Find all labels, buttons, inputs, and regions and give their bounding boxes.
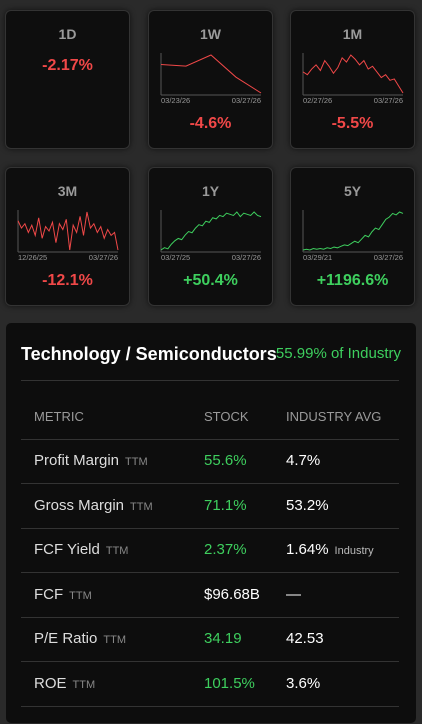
- industry-value: 53.2%: [286, 496, 329, 514]
- period-card: 1Y +50.4% 03/27/25 03/27/26: [148, 167, 273, 306]
- metric-name: P/E Ratio: [34, 630, 98, 648]
- column-header: METRIC: [34, 409, 84, 424]
- metric-period: TTM: [125, 456, 148, 468]
- start-date: 02/27/26: [303, 96, 332, 105]
- metric-name: FCF Yield: [34, 541, 100, 559]
- metric-period: TTM: [105, 545, 129, 558]
- stock-value: 34.19: [204, 630, 242, 648]
- metric-cell: Gross Margin TTM: [34, 497, 153, 514]
- metric-name: Profit Margin: [34, 452, 120, 469]
- industry-title: Technology / Semiconductors: [21, 344, 277, 364]
- start-date: 12/26/25: [18, 253, 47, 262]
- period-card: 1W -4.6% 03/23/26 03/27/26: [148, 10, 273, 149]
- metric-cell: ROE TTM: [34, 675, 95, 692]
- period-change: -2.17%: [42, 57, 93, 74]
- period-change: +50.4%: [183, 272, 238, 289]
- row-divider: [21, 661, 399, 663]
- stock-value: $96.68B: [204, 585, 260, 603]
- period-change: -5.5%: [331, 115, 374, 132]
- metric-period: TTM: [130, 500, 153, 513]
- price-line: [160, 211, 262, 251]
- period-change: +1196.6%: [316, 272, 389, 289]
- industry-panel: Technology / Semiconductors 55.99% of In…: [5, 322, 417, 724]
- end-date: 03/27/26: [89, 253, 118, 262]
- start-date: 03/29/21: [303, 253, 332, 262]
- period-card: 3M -12.1% 12/26/25 03/27/26: [5, 167, 130, 306]
- period-label: 1Y: [201, 183, 220, 199]
- stock-value: 101.5%: [204, 675, 255, 692]
- period-label: 3M: [57, 183, 78, 199]
- industry-value: 4.7%: [286, 452, 321, 469]
- industry-cell: —: [286, 586, 301, 603]
- sparkline: 12/26/25 03/27/26: [17, 210, 119, 262]
- column-header: INDUSTRY AVG: [286, 409, 382, 424]
- sparkline: 03/27/25 03/27/26: [160, 210, 262, 262]
- metric-name: ROE: [34, 675, 67, 692]
- period-label: 1D: [58, 26, 77, 42]
- period-card: 5Y +1196.6% 03/29/21 03/27/26: [290, 167, 415, 306]
- stock-value: 55.6%: [204, 452, 247, 469]
- divider: [21, 380, 399, 381]
- period-change: -4.6%: [189, 115, 232, 132]
- end-date: 03/27/26: [232, 96, 261, 105]
- period-change: -12.1%: [42, 272, 93, 289]
- row-divider: [21, 616, 399, 618]
- industry-note: Industry: [334, 545, 374, 558]
- start-date: 03/23/26: [161, 96, 190, 105]
- divider: [21, 439, 399, 440]
- sparkline: 03/29/21 03/27/26: [302, 210, 404, 262]
- column-header: STOCK: [204, 409, 249, 424]
- metric-period: TTM: [103, 634, 126, 647]
- metric-name: Gross Margin: [34, 496, 125, 514]
- stock-value: 71.1%: [204, 496, 247, 514]
- metric-name: FCF: [34, 585, 64, 603]
- industry-cell: 3.6%: [286, 675, 320, 692]
- price-line: [302, 54, 404, 94]
- industry-value: —: [286, 585, 301, 603]
- industry-cell: 42.53: [286, 630, 324, 647]
- industry-cell: 53.2%: [286, 497, 329, 514]
- industry-cell: 4.7%: [286, 452, 320, 469]
- price-line: [160, 54, 262, 94]
- metric-cell: Profit Margin TTM: [34, 452, 148, 469]
- metric-cell: P/E Ratio TTM: [34, 630, 126, 647]
- start-date: 03/27/25: [161, 253, 190, 262]
- sparkline: 02/27/26 03/27/26: [302, 53, 404, 105]
- period-label: 1M: [342, 26, 363, 42]
- industry-value: 42.53: [286, 630, 324, 648]
- stock-value: 2.37%: [204, 541, 247, 559]
- row-divider: [21, 706, 399, 707]
- row-divider: [21, 527, 399, 529]
- period-label: 1W: [200, 26, 221, 42]
- industry-value: 3.6%: [286, 675, 321, 692]
- row-divider: [21, 483, 399, 484]
- industry-value: 1.64%: [286, 541, 329, 559]
- row-divider: [21, 572, 399, 574]
- price-line: [302, 211, 404, 251]
- period-card: 1D -2.17%: [5, 10, 130, 149]
- metric-cell: FCF TTM: [34, 586, 92, 603]
- end-date: 03/27/26: [374, 96, 403, 105]
- screen: 1D -2.17% 1W -4.6% 03/23/26 03/27/26 1M -5.5% 02…: [5, 10, 417, 724]
- metric-period: TTM: [69, 589, 92, 602]
- sparkline: 03/23/26 03/27/26: [160, 53, 262, 105]
- end-date: 03/27/26: [232, 253, 261, 262]
- end-date: 03/27/26: [374, 253, 403, 262]
- industry-cell: 1.64% Industry: [286, 541, 374, 558]
- price-line: [17, 211, 119, 251]
- period-card: 1M -5.5% 02/27/26 03/27/26: [290, 10, 415, 149]
- industry-share: 55.99% of Industry: [275, 345, 401, 362]
- metric-cell: FCF Yield TTM: [34, 541, 128, 558]
- period-label: 5Y: [343, 183, 362, 199]
- metric-period: TTM: [72, 679, 96, 691]
